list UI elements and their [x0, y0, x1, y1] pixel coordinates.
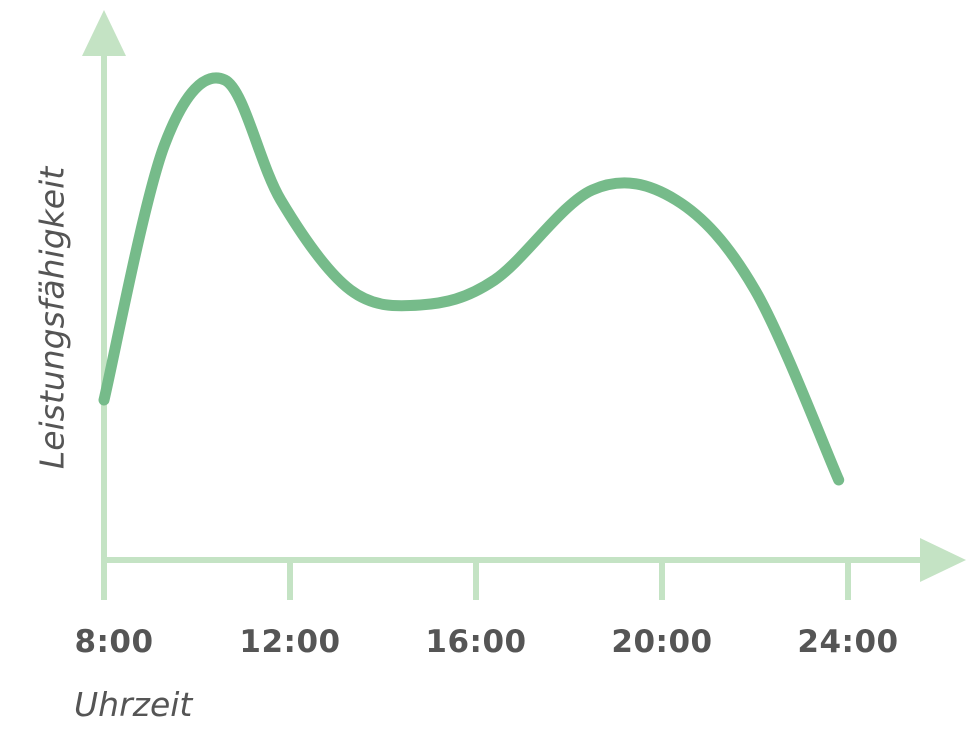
x-tick-label: 16:00 — [425, 624, 526, 660]
x-tick-label: 20:00 — [611, 624, 712, 660]
x-ticks — [287, 560, 851, 600]
x-tick-label: 12:00 — [239, 624, 340, 660]
x-axis-title: Uhrzeit — [74, 685, 193, 724]
x-axis-arrow — [920, 538, 966, 582]
axes — [82, 10, 966, 600]
x-tick-label: 24:00 — [797, 624, 898, 660]
y-axis-arrow — [82, 10, 126, 56]
x-tick-label: 8:00 — [74, 624, 153, 660]
series-line-performance — [98, 72, 845, 486]
x-tick-labels: 8:00 12:00 16:00 20:00 24:00 — [74, 624, 898, 660]
y-axis-title: Leistungsfähigkeit — [33, 166, 72, 469]
